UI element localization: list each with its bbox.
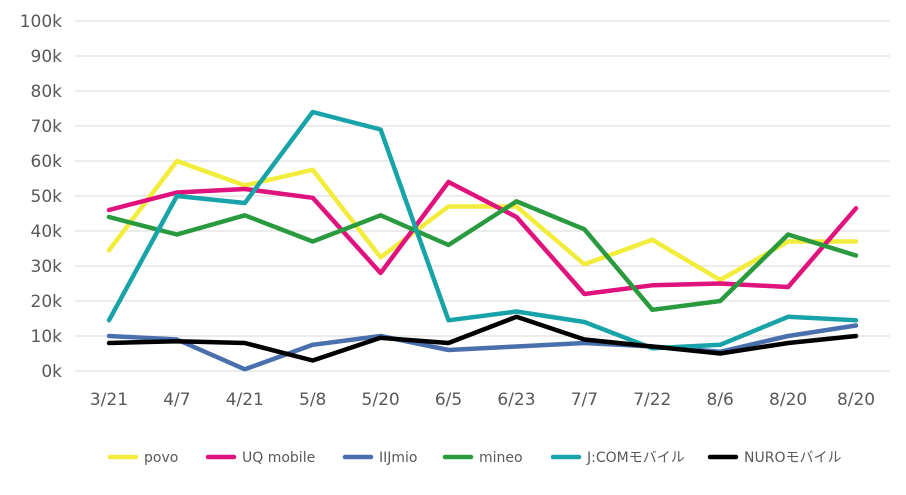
legend: povo UQ mobile IIJmio mineo J:COMモバイル NUROモバイ… (107, 450, 841, 466)
x-tick-label: 4/21 (226, 390, 264, 410)
series-line-2 (106, 323, 859, 372)
x-tick-label: 5/8 (299, 390, 326, 410)
y-axis-ticks: 0k 10k 20k 30k 40k 50k 60k 70k 80k 90k 100k (20, 12, 62, 382)
y-tick-label: 0k (41, 362, 62, 382)
series-line-4 (106, 109, 859, 351)
y-tick-label: 80k (31, 82, 63, 102)
x-tick-label: 7/22 (633, 390, 671, 410)
x-tick-label: 8/20 (837, 390, 875, 410)
x-axis-ticks: 3/21 4/7 4/21 5/8 5/20 6/5 6/23 7/7 7/22 8/6 8/20 8… (90, 390, 875, 410)
y-tick-label: 10k (31, 327, 63, 347)
y-tick-label: 60k (31, 152, 63, 172)
series-lines (106, 109, 859, 372)
series-line-0 (106, 158, 859, 283)
y-tick-label: 70k (31, 117, 63, 137)
series-line-1 (106, 179, 859, 297)
y-tick-label: 40k (31, 222, 63, 242)
x-tick-label: 5/20 (362, 390, 400, 410)
y-tick-label: 20k (31, 292, 63, 312)
legend-label: J:COMモバイル (586, 450, 685, 466)
y-tick-label: 50k (31, 187, 63, 207)
legend-label: IIJmio (379, 450, 417, 466)
y-tick-label: 30k (31, 257, 63, 277)
legend-label: NUROモバイル (744, 450, 841, 466)
y-tick-label: 90k (31, 47, 63, 67)
series-line-5 (106, 314, 859, 363)
series-line-3 (106, 199, 859, 313)
x-tick-label: 4/7 (163, 390, 190, 410)
y-tick-label: 100k (20, 12, 62, 32)
legend-label: UQ mobile (242, 450, 315, 466)
x-tick-label: 3/21 (90, 390, 128, 410)
x-tick-label: 8/20 (769, 390, 807, 410)
gridlines (75, 20, 890, 372)
x-tick-label: 7/7 (571, 390, 598, 410)
x-tick-label: 6/23 (497, 390, 535, 410)
legend-label: povo (144, 450, 178, 466)
legend-label: mineo (479, 450, 523, 466)
x-tick-label: 6/5 (435, 390, 462, 410)
x-tick-label: 8/6 (707, 390, 734, 410)
